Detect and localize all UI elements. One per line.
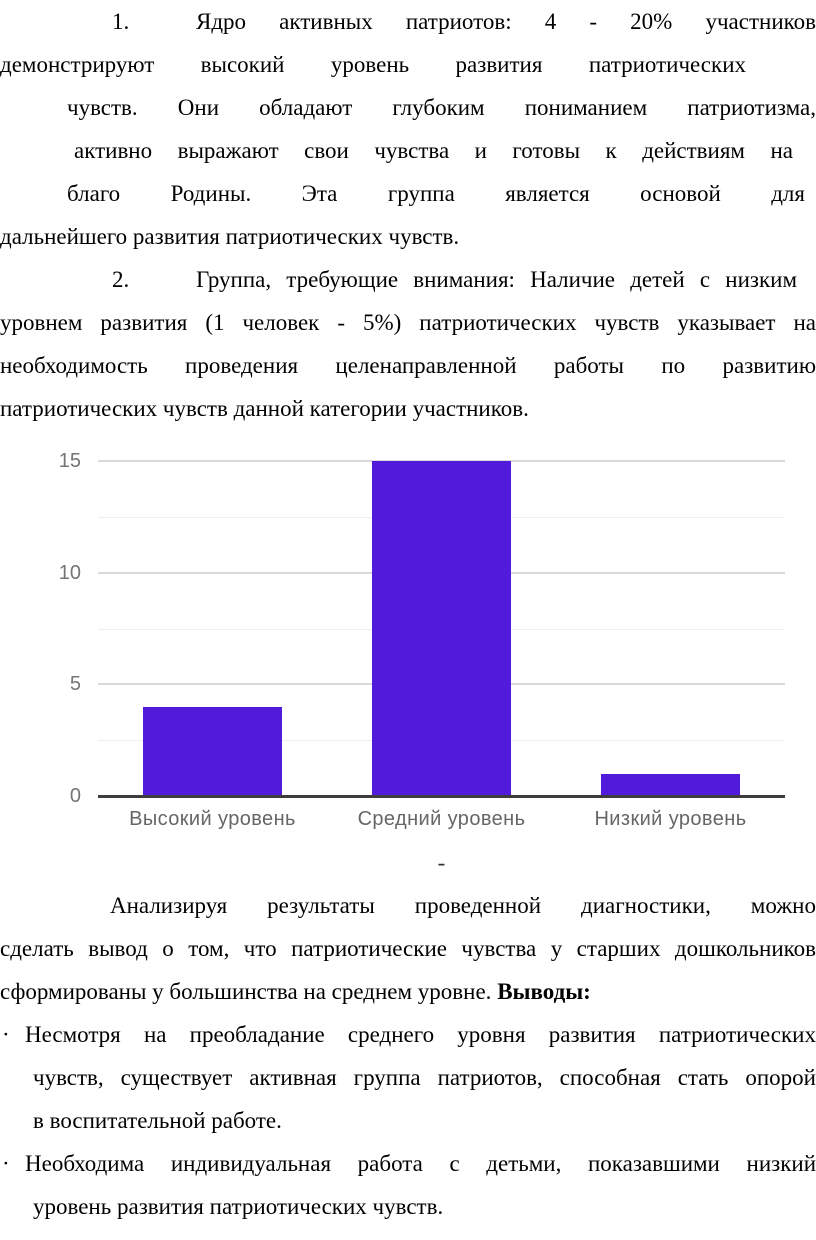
text-line: патриотических чувств данной категории у…	[0, 396, 529, 421]
dash-text: -	[437, 850, 446, 875]
y-tick-label: 5	[69, 673, 81, 696]
text-line: необходимость проведения целенаправленно…	[0, 353, 816, 378]
text-line: чувств. Они обладают глубоким пониманием…	[67, 95, 816, 120]
bullet-marker: ·	[2, 1151, 10, 1176]
text-line: Несмотря на преобладание среднего уровня…	[25, 1022, 816, 1047]
text-line: сформированы у большинства на среднем ур…	[0, 970, 816, 1013]
category-label: Средний уровень	[357, 808, 526, 830]
bullet-item-active-group: · Несмотря на преобладание среднего уров…	[0, 1013, 816, 1142]
category-label: Низкий уровень	[594, 808, 747, 830]
list-number: 2.	[112, 267, 130, 292]
text-line: Анализируя результаты проведенной диагно…	[110, 893, 816, 918]
bar	[372, 461, 511, 796]
paragraph-attention-group: 2. Группа, требующие внимания: Наличие де…	[0, 258, 816, 430]
line-text: Группа, требующие внимания: Наличие дете…	[196, 267, 797, 292]
text-line: демонстрируют высокий уровень развития п…	[0, 52, 746, 77]
category-label: Высокий уровень	[129, 808, 296, 830]
text-line: чувств, существует активная группа патри…	[33, 1065, 816, 1090]
bullet-item-individual-work: · Необходима индивидуальная работа с дет…	[0, 1142, 816, 1228]
stray-dash: -	[98, 841, 785, 884]
text-line: активно выражают свои чувства и готовы к…	[74, 138, 793, 163]
line-text: Ядро активных патриотов: 4 - 20% участни…	[196, 9, 816, 34]
text-line: дальнейшего развития патриотических чувс…	[0, 224, 460, 249]
bar	[601, 773, 740, 796]
text-line: благо Родины. Эта группа является осново…	[67, 181, 805, 206]
y-tick-label: 15	[58, 450, 81, 472]
text-line: уровень развития патриотических чувств.	[33, 1194, 444, 1219]
line-text: сформированы у большинства на среднем ур…	[0, 979, 498, 1004]
bar	[143, 706, 282, 796]
paragraph-analysis: Анализируя результаты проведенной диагно…	[0, 884, 816, 1013]
bullet-marker: ·	[2, 1022, 10, 1047]
x-axis-line	[98, 795, 785, 798]
y-tick-label: 0	[69, 785, 81, 807]
bar-chart: 0 5 10 15 Высокий уровень Средний уровень Низк…	[35, 437, 785, 841]
paragraph-core-patriots: 1. Ядро активных патриотов: 4 - 20% участ…	[0, 0, 816, 258]
list-number: 1.	[112, 9, 130, 34]
text-line: уровнем развития (1 человек - 5%) патрио…	[0, 310, 816, 335]
conclusions-label: Выводы:	[497, 979, 591, 1004]
text-line: в воспитательной работе.	[33, 1108, 282, 1133]
text-line: Необходима индивидуальная работа с детьм…	[25, 1151, 816, 1176]
y-tick-label: 10	[58, 561, 81, 584]
text-line: сделать вывод о том, что патриотические …	[0, 936, 816, 961]
text-line: 2. Группа, требующие внимания: Наличие де…	[112, 258, 797, 301]
text-line: 1. Ядро активных патриотов: 4 - 20% участ…	[112, 0, 816, 43]
